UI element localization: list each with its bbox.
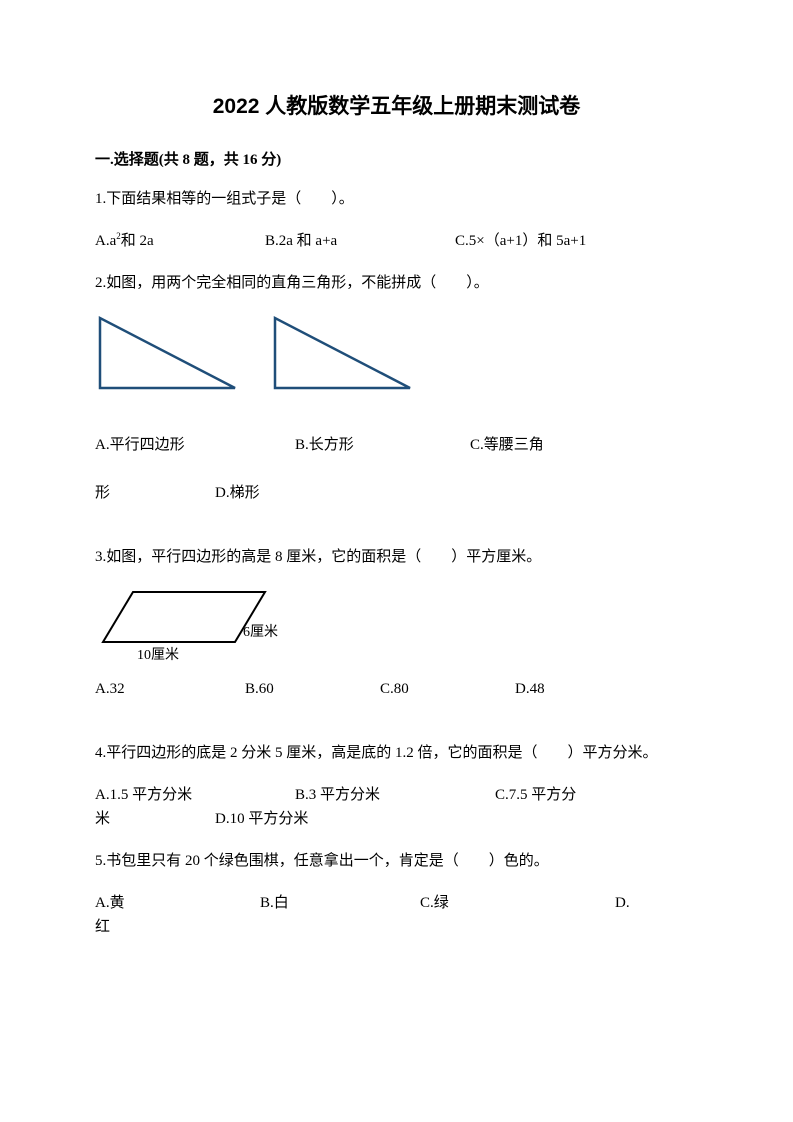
q4-optB: B.3 平方分米 [295,783,495,807]
q2-optB: B.长方形 [295,433,470,457]
q2-optC2: 形 [95,481,215,505]
q3-optC: C.80 [380,677,515,701]
q5-optD: D. [615,891,630,915]
q2-optA: A.平行四边形 [95,433,295,457]
q3-figure: 6厘米 10厘米 [95,587,295,647]
q5-text: 5.书包里只有 20 个绿色围棋，任意拿出一个，肯定是（ ）色的。 [95,849,698,873]
question-2: 2.如图，用两个完全相同的直角三角形，不能拼成（ ）。 A.平行四边形 B.长方… [95,271,698,505]
q2-options-line2: 形 D.梯形 [95,481,698,505]
q5-optA: A.黄 [95,891,260,915]
q4-optC2: 米 [95,807,215,831]
q3-optA: A.32 [95,677,245,701]
q3-optB: B.60 [245,677,380,701]
q3-label-bottom: 10厘米 [137,645,179,667]
q3-label-right: 6厘米 [243,622,278,644]
q5-optB: B.白 [260,891,420,915]
q1-optA-post: 和 2a [121,233,154,249]
question-1: 1.下面结果相等的一组式子是（ ）。 A.a2和 2a B.2a 和 a+a C… [95,187,698,253]
triangle-icon [270,313,415,393]
section-header: 一.选择题(共 8 题，共 16 分) [95,148,698,169]
q4-options-line1: A.1.5 平方分米 B.3 平方分米 C.7.5 平方分 [95,783,698,807]
q1-text: 1.下面结果相等的一组式子是（ ）。 [95,187,698,211]
q1-options: A.a2和 2a B.2a 和 a+a C.5×（a+1）和 5a+1 [95,229,698,253]
q5-optC: C.绿 [420,891,615,915]
q4-optD: D.10 平方分米 [215,807,308,831]
q4-optA: A.1.5 平方分米 [95,783,295,807]
q1-optB: B.2a 和 a+a [265,229,455,253]
q2-optC: C.等腰三角 [470,433,544,457]
question-5: 5.书包里只有 20 个绿色围棋，任意拿出一个，肯定是（ ）色的。 A.黄 B.… [95,849,698,939]
q5-options-line1: A.黄 B.白 C.绿 D. [95,891,698,915]
q4-optC: C.7.5 平方分 [495,783,576,807]
question-3: 3.如图，平行四边形的高是 8 厘米，它的面积是（ ）平方厘米。 6厘米 10厘… [95,545,698,701]
q2-text: 2.如图，用两个完全相同的直角三角形，不能拼成（ ）。 [95,271,698,295]
q4-options-line2: 米 D.10 平方分米 [95,807,698,831]
q5-optD2: 红 [95,919,110,935]
q3-optD: D.48 [515,677,545,701]
triangle-icon [95,313,240,393]
q4-text: 4.平行四边形的底是 2 分米 5 厘米，高是底的 1.2 倍，它的面积是（ ）… [95,741,698,765]
q2-options-line1: A.平行四边形 B.长方形 C.等腰三角 [95,433,698,457]
q2-optD: D.梯形 [215,481,260,505]
q5-options-line2: 红 [95,915,698,939]
page-title: 2022 人教版数学五年级上册期末测试卷 [95,90,698,120]
q1-optC: C.5×（a+1）和 5a+1 [455,229,586,253]
q1-optA: A.a2和 2a [95,229,265,253]
q3-options: A.32 B.60 C.80 D.48 [95,677,698,701]
q1-optA-pre: A.a [95,233,116,249]
question-4: 4.平行四边形的底是 2 分米 5 厘米，高是底的 1.2 倍，它的面积是（ ）… [95,741,698,831]
q2-triangles [95,313,698,393]
q3-text: 3.如图，平行四边形的高是 8 厘米，它的面积是（ ）平方厘米。 [95,545,698,569]
